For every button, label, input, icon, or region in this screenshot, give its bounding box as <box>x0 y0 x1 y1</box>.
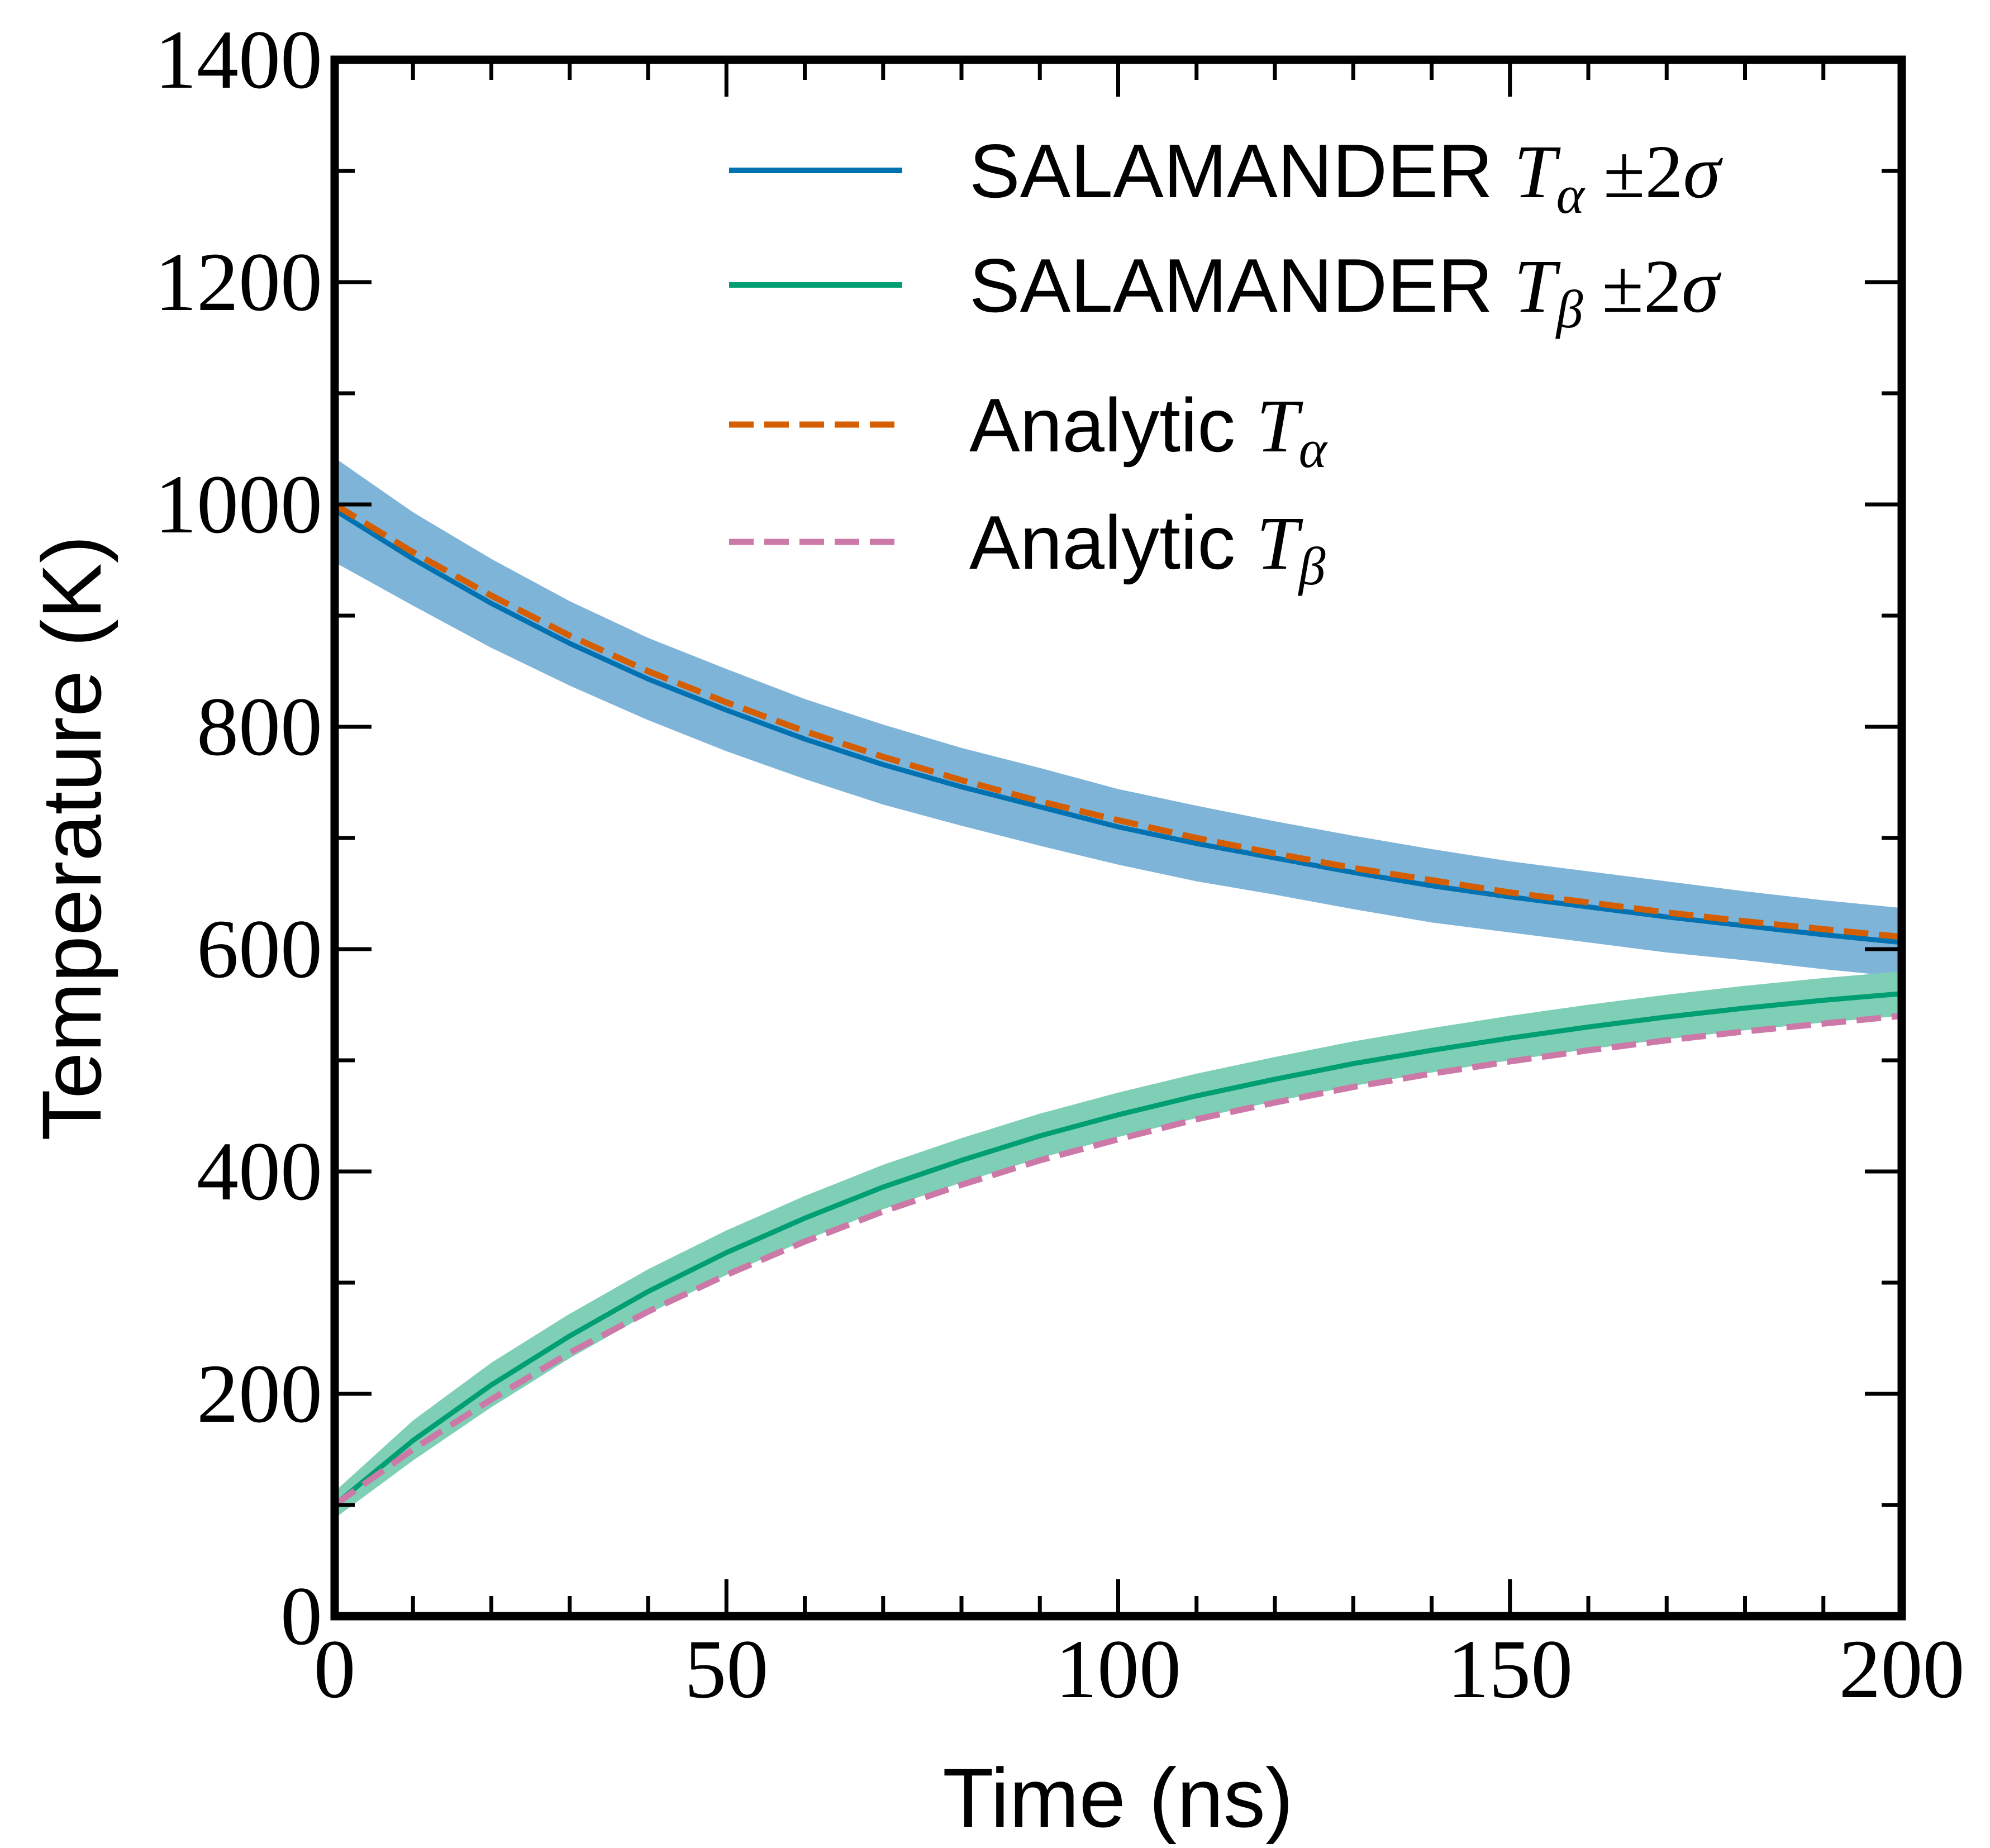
x-tick-label: 100 <box>1055 1623 1181 1716</box>
y-axis-title: Temperature (K) <box>25 535 118 1141</box>
line-series-1 <box>333 508 1902 945</box>
series-lines <box>332 502 1902 1508</box>
x-axis-title: Time (ns) <box>942 1751 1293 1845</box>
band-series-2 <box>335 971 1902 1518</box>
line-series-4 <box>332 1012 1902 1508</box>
y-tick-label: 600 <box>197 903 322 996</box>
legend-label-1: SALAMANDER Tα ±2σ <box>969 128 1724 225</box>
y-tick-label: 800 <box>197 680 322 773</box>
y-tick-label: 200 <box>197 1347 322 1440</box>
legend-label-3: Analytic Tα <box>969 383 1328 479</box>
y-tick-label: 400 <box>197 1125 322 1218</box>
legend-label-4: Analytic Tβ <box>969 500 1326 596</box>
line-series-3 <box>333 502 1902 940</box>
y-tick-label: 1200 <box>155 236 322 328</box>
x-tick-label: 50 <box>684 1623 768 1716</box>
uncertainty-bands <box>335 458 1902 1518</box>
tick-labels: 0 50 100 150 200 0 200 400 600 800 1000 1200 1400 <box>155 13 1965 1716</box>
x-tick-label: 0 <box>314 1623 356 1716</box>
legend: SALAMANDER Tα ±2σ SALAMANDER Tβ ±2σ Analyt… <box>729 128 1724 596</box>
x-tick-label: 200 <box>1839 1623 1965 1716</box>
y-tick-label: 0 <box>280 1570 322 1663</box>
legend-label-2: SALAMANDER Tβ ±2σ <box>969 243 1722 339</box>
y-tick-label: 1000 <box>155 458 322 551</box>
plot-frame <box>330 55 1906 1621</box>
y-tick-label: 1400 <box>155 13 322 106</box>
x-tick-label: 150 <box>1447 1623 1573 1716</box>
line-series-2 <box>333 991 1902 1507</box>
